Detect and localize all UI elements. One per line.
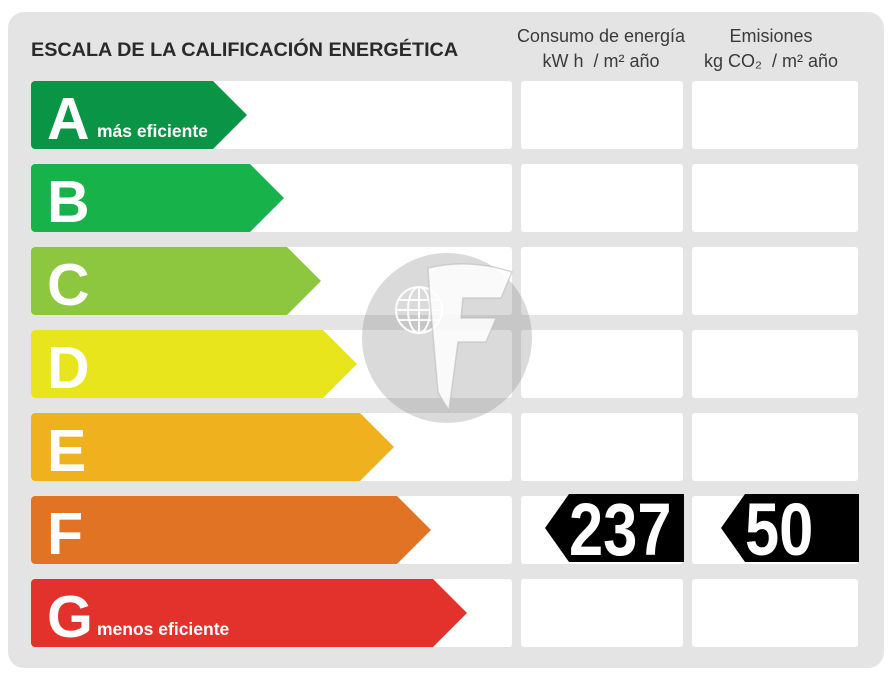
- scale-title: ESCALA DE LA CALIFICACIÓN ENERGÉTICA: [31, 39, 459, 61]
- consumption-cell: [521, 413, 683, 481]
- consumption-cell: [521, 81, 683, 149]
- rating-arrow-d: D: [31, 330, 357, 398]
- emissions-cell: [692, 81, 858, 149]
- rating-letter: E: [47, 418, 87, 484]
- emissions-cell: [692, 413, 858, 481]
- consumption-cell: [521, 579, 683, 647]
- rating-row-c: C: [31, 247, 858, 315]
- emissions-value-badge: 50: [721, 494, 859, 562]
- rating-arrow-f: F: [31, 496, 431, 564]
- rating-letter: B: [47, 169, 90, 235]
- consumption-header-unit: kW h / m² año: [542, 51, 660, 71]
- rating-note: menos eficiente: [97, 619, 230, 639]
- rating-arrow-b: B: [31, 164, 284, 232]
- rating-letter: A: [47, 86, 90, 152]
- rating-row-d: D: [31, 330, 858, 398]
- consumption-cell: [521, 330, 683, 398]
- emissions-cell: [692, 579, 858, 647]
- rating-row-b: B: [31, 164, 858, 232]
- emissions-cell: [692, 330, 858, 398]
- rating-arrow-a: A más eficiente: [31, 81, 247, 149]
- rating-arrow-c: C: [31, 247, 321, 315]
- rating-arrow-g: G menos eficiente: [31, 579, 467, 647]
- rating-letter: G: [47, 584, 93, 650]
- emissions-cell: [692, 164, 858, 232]
- rating-letter: D: [47, 335, 90, 401]
- consumption-header-label: Consumo de energía: [516, 26, 686, 46]
- consumption-header: Consumo de energía kW h / m² año: [511, 24, 691, 74]
- rating-letter: C: [47, 252, 90, 318]
- rating-row-a: A más eficiente: [31, 81, 858, 149]
- emissions-value: 50: [745, 488, 814, 571]
- emissions-cell: [692, 247, 858, 315]
- rating-letter: F: [47, 501, 84, 567]
- emissions-header-label: Emisiones: [729, 26, 813, 46]
- consumption-value: 237: [569, 488, 672, 571]
- rating-row-g: G menos eficiente: [31, 579, 858, 647]
- rating-arrow-e: E: [31, 413, 394, 481]
- consumption-cell: [521, 164, 683, 232]
- consumption-cell: [521, 247, 683, 315]
- rating-note: más eficiente: [97, 121, 208, 141]
- emissions-header-unit: kg CO₂ / m² año: [703, 51, 839, 71]
- rating-row-f: F 237 50: [31, 494, 859, 564]
- consumption-value-badge: 237: [545, 494, 684, 562]
- rating-row-e: E: [31, 413, 858, 481]
- emissions-header: Emisiones kg CO₂ / m² año: [681, 24, 861, 74]
